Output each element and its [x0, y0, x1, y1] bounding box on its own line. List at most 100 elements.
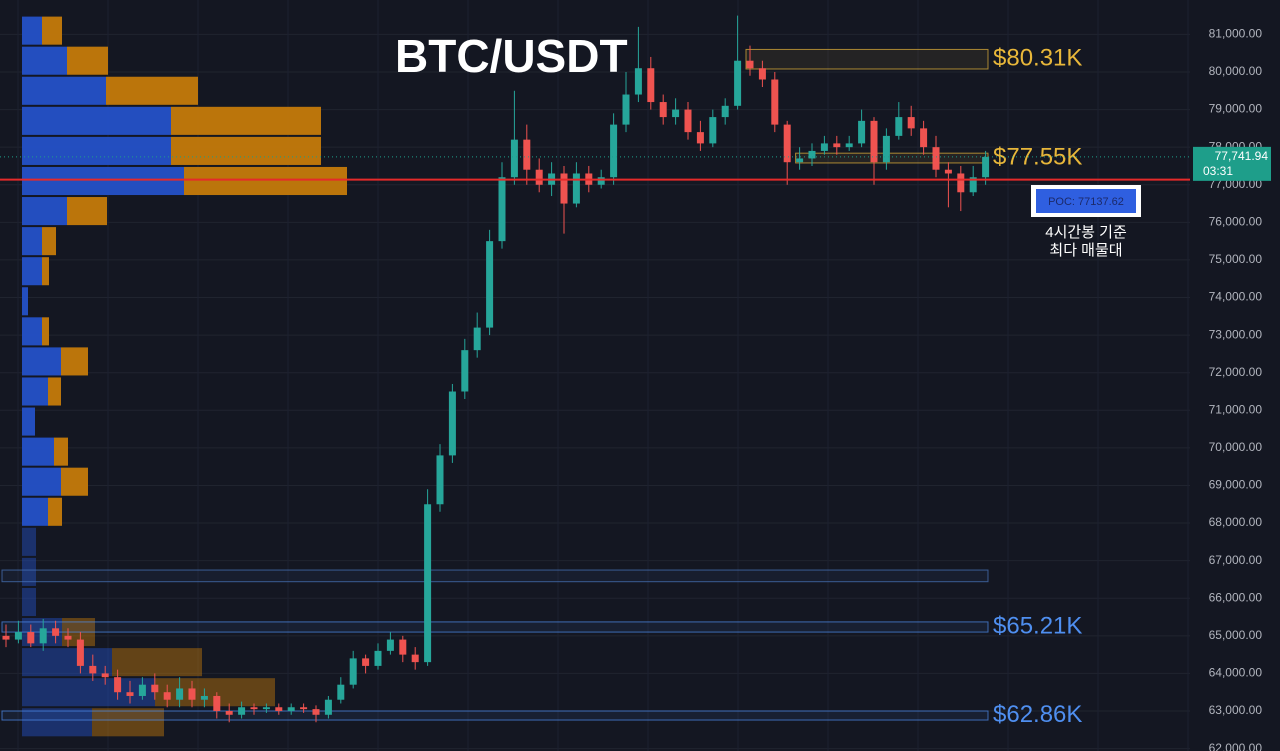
price-zone — [745, 48, 989, 70]
candle-body — [486, 241, 494, 328]
y-tick-label: 73,000.00 — [1209, 327, 1263, 341]
profile-bar — [22, 287, 28, 316]
profile-bar — [22, 497, 48, 526]
y-tick-label: 80,000.00 — [1209, 64, 1263, 78]
candle-body — [225, 711, 233, 715]
candle-body — [647, 68, 655, 103]
candle-body — [796, 158, 804, 163]
candle-body — [597, 177, 605, 185]
candle-body — [659, 102, 667, 118]
candle-body — [200, 695, 208, 700]
candle-body — [734, 60, 742, 106]
candle-body — [436, 455, 444, 505]
zone-label: $77.55K — [993, 143, 1082, 170]
profile-bar — [42, 257, 49, 286]
y-tick-label: 75,000.00 — [1209, 252, 1263, 266]
profile-bar — [54, 437, 68, 466]
candle-body — [411, 654, 419, 663]
candle-body — [374, 650, 382, 666]
y-tick-label: 62,000.00 — [1209, 741, 1263, 751]
profile-bar — [22, 46, 67, 75]
candle-body — [758, 68, 766, 80]
profile-bar — [67, 46, 108, 75]
candle-body — [932, 147, 940, 170]
candle-body — [300, 707, 308, 710]
y-tick-label: 72,000.00 — [1209, 365, 1263, 379]
candle-body — [858, 120, 866, 144]
y-tick-label: 68,000.00 — [1209, 515, 1263, 529]
candle-body — [176, 688, 184, 700]
last-price-label: 77,741.94 — [1215, 149, 1269, 163]
candle-body — [982, 156, 990, 178]
candle-body — [498, 177, 506, 242]
profile-bar — [184, 166, 347, 196]
candle-body — [362, 658, 370, 666]
y-tick-label: 70,000.00 — [1209, 440, 1263, 454]
candle-body — [820, 143, 828, 151]
candle-body — [14, 632, 22, 640]
candle-body — [64, 635, 72, 640]
profile-bar — [171, 106, 321, 135]
profile-bar — [22, 407, 35, 436]
profile-bar — [22, 257, 42, 286]
y-tick-label: 76,000.00 — [1209, 215, 1263, 229]
price-zone — [1, 710, 989, 721]
candle-body — [275, 707, 283, 712]
candle-body — [126, 692, 134, 696]
candle-body — [262, 707, 270, 710]
y-tick-label: 63,000.00 — [1209, 703, 1263, 717]
profile-bar — [22, 197, 67, 226]
profile-bar — [22, 317, 42, 346]
profile-bar — [171, 136, 321, 165]
candle-body — [771, 79, 779, 125]
candle-body — [560, 173, 568, 204]
candle-body — [250, 707, 258, 710]
candle-body — [610, 124, 618, 178]
y-tick-label: 64,000.00 — [1209, 666, 1263, 680]
candle-body — [287, 707, 295, 712]
candle-body — [672, 109, 680, 118]
candle-body — [2, 635, 10, 640]
profile-bar — [61, 467, 88, 496]
candle-body — [213, 695, 221, 712]
profile-bar — [22, 76, 106, 105]
candle-body — [101, 673, 109, 678]
candle-body — [808, 150, 816, 159]
candle-body — [337, 684, 345, 700]
candle-body — [151, 684, 159, 693]
poc-label: POC: 77137.62 — [1048, 196, 1124, 208]
profile-bar — [42, 317, 49, 346]
chart-title: BTC/USDT — [395, 30, 628, 82]
candle-body — [709, 117, 717, 144]
poc-caption: 최다 매물대 — [1049, 242, 1122, 259]
last-price-tag — [1193, 146, 1271, 181]
price-zone — [1, 621, 989, 633]
poc-box — [1036, 189, 1136, 213]
candle-body — [238, 707, 246, 715]
profile-bar — [42, 227, 56, 256]
profile-bar — [22, 648, 112, 677]
candle-body — [461, 350, 469, 392]
candle-body — [424, 504, 432, 663]
y-tick-label: 65,000.00 — [1209, 628, 1263, 642]
candle-body — [510, 139, 518, 178]
profile-bar — [22, 347, 61, 376]
y-tick-label: 69,000.00 — [1209, 478, 1263, 492]
profile-bar — [42, 16, 62, 45]
candle-body — [523, 139, 531, 170]
profile-bar — [22, 557, 36, 586]
candle-body — [76, 639, 84, 666]
candle-body — [535, 169, 543, 185]
candle-body — [27, 632, 35, 644]
y-tick-label: 74,000.00 — [1209, 290, 1263, 304]
profile-bar — [22, 678, 155, 707]
candle-body — [349, 658, 357, 685]
candle-body — [957, 173, 965, 193]
candle-body — [622, 94, 630, 125]
candle-body — [188, 688, 196, 700]
profile-bar — [22, 467, 61, 496]
poc-caption: 4시간봉 기준 — [1045, 224, 1127, 241]
y-tick-label: 67,000.00 — [1209, 553, 1263, 567]
y-tick-label: 71,000.00 — [1209, 402, 1263, 416]
